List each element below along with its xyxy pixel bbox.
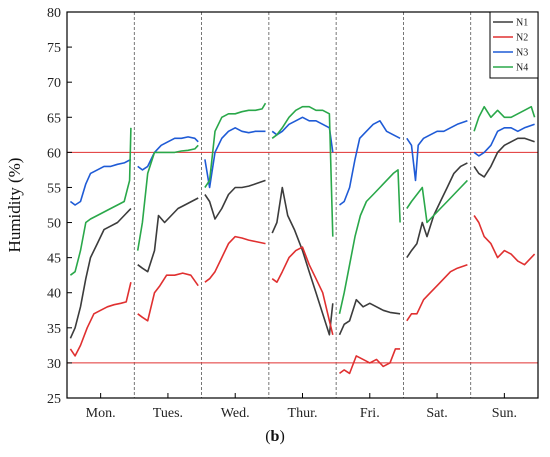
- series-n3-day-1: [69, 158, 132, 206]
- y-tick-label-65: 65: [47, 111, 61, 126]
- series-n2-day-3: [204, 235, 266, 283]
- series-n3-day-4: [271, 116, 334, 153]
- series-n2-day-2: [137, 272, 199, 322]
- series-n3-day-6: [406, 120, 468, 182]
- series-n3-day-5: [339, 120, 401, 206]
- series-n1-day-7: [473, 137, 535, 178]
- y-tick-label-55: 55: [47, 181, 61, 196]
- threshold-lines: [67, 151, 538, 364]
- y-axis-title: Humidity (%): [5, 158, 24, 253]
- series-n4-day-6: [406, 179, 468, 224]
- y-tick-label-45: 45: [47, 252, 61, 267]
- legend-label-n4: N4: [516, 63, 528, 74]
- legend-label-n1: N1: [516, 18, 528, 29]
- y-tick-label-40: 40: [47, 287, 61, 302]
- legend-label-n3: N3: [516, 48, 528, 59]
- series-n1-day-4: [271, 186, 334, 336]
- series-n3-day-3: [204, 127, 266, 189]
- series-n1-day-5: [338, 298, 401, 336]
- y-tick-label-50: 50: [47, 217, 61, 232]
- caption-open: (: [265, 428, 271, 445]
- legend: N1 N2 N3 N4: [489, 11, 539, 79]
- caption-label: b: [270, 428, 280, 445]
- series-n2-day-6: [406, 263, 468, 322]
- series-n4-day-4: [271, 105, 334, 237]
- series-n4-day-2: [136, 144, 199, 251]
- x-tick-label-6: Sat.: [426, 406, 447, 421]
- y-tick-label-25: 25: [47, 392, 61, 407]
- series-n2-day-5: [339, 348, 401, 375]
- series-n1-day-2: [137, 197, 199, 273]
- x-axis-ticks: Mon. Tues. Wed. Thur. Fri. Sat. Sun.: [86, 393, 517, 421]
- x-tick-label-1: Mon.: [86, 406, 116, 421]
- series-n2-day-7: [473, 215, 536, 266]
- y-axis-ticks: 25 30 35 40 45 50 55 60 65 70 75 80: [47, 6, 72, 407]
- y-tick-label-35: 35: [47, 322, 61, 337]
- figure-caption: (b): [0, 428, 550, 446]
- series-n2-day-1: [69, 282, 132, 357]
- series-n1-day-1: [69, 207, 132, 339]
- series-n3-day-2: [137, 136, 199, 171]
- y-tick-label-75: 75: [47, 41, 61, 56]
- series-n4-day-5: [338, 169, 401, 314]
- series-n4-day-1: [69, 127, 132, 276]
- plot-frame: [66, 11, 539, 399]
- y-tick-label-30: 30: [47, 357, 61, 372]
- series-n4-day-3: [204, 102, 267, 188]
- caption-close: ): [279, 428, 285, 445]
- x-tick-label-2: Tues.: [153, 406, 183, 421]
- x-tick-label-5: Fri.: [360, 406, 380, 421]
- legend-label-n2: N2: [516, 33, 528, 44]
- x-tick-label-4: Thur.: [288, 406, 318, 421]
- x-tick-label-3: Wed.: [221, 406, 250, 421]
- x-tick-label-7: Sun.: [492, 406, 517, 421]
- y-tick-label-80: 80: [47, 6, 61, 21]
- y-tick-label-60: 60: [47, 146, 61, 161]
- series-lines: [69, 102, 536, 375]
- series-n2-day-4: [271, 246, 334, 335]
- day-separator-lines: [133, 12, 472, 398]
- series-n4-day-7: [473, 105, 536, 132]
- series-n1-day-3: [204, 179, 266, 220]
- series-n3-day-7: [473, 123, 535, 157]
- y-tick-label-70: 70: [47, 76, 61, 91]
